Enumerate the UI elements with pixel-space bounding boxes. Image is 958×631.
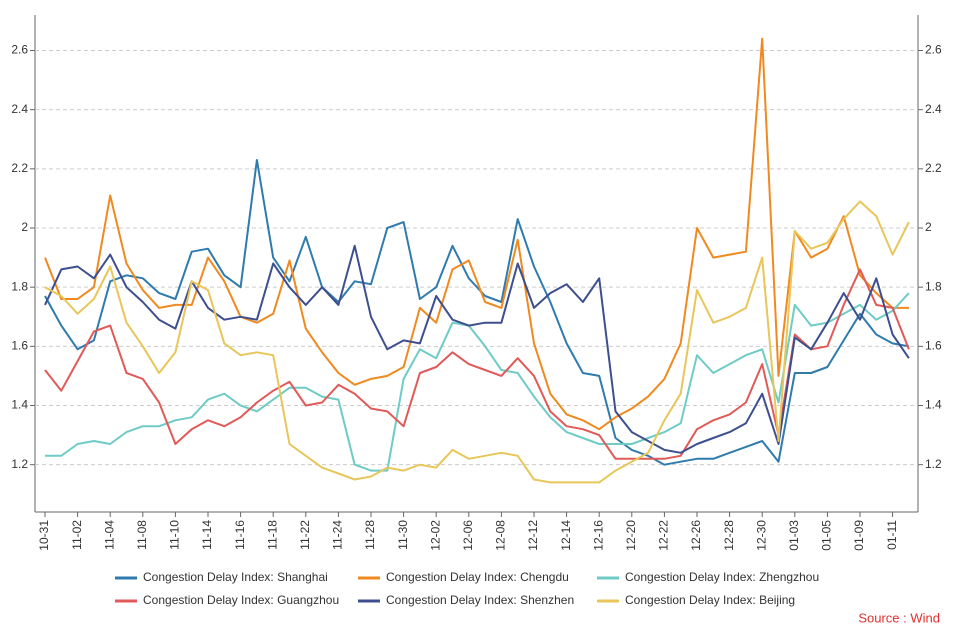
x-tick-label: 12-30 [754,520,768,551]
y2-tick-label: 2.4 [925,102,942,116]
y2-tick-label: 2 [925,220,932,234]
y2-tick-label: 1.6 [925,339,942,353]
legend-label: Congestion Delay Index: Shanghai [143,570,328,584]
x-tick-label: 01-05 [820,520,834,551]
x-tick-label: 12-20 [624,520,638,551]
x-tick-label: 12-06 [461,520,475,551]
x-tick-label: 12-22 [657,520,671,551]
x-tick-label: 12-28 [722,520,736,551]
x-tick-label: 01-03 [787,520,801,551]
y-tick-label: 1.8 [11,279,28,293]
x-tick-label: 01-11 [885,520,899,550]
legend-label: Congestion Delay Index: Shenzhen [386,593,574,607]
x-tick-label: 10-31 [37,520,51,551]
series-line [45,292,910,472]
x-tick-label: 11-18 [265,520,279,550]
y-tick-label: 1.6 [11,339,28,353]
x-tick-label: 11-08 [135,520,149,550]
x-tick-label: 12-08 [494,520,508,551]
series-line [44,268,910,460]
legend-label: Congestion Delay Index: Chengdu [386,570,569,584]
x-tick-label: 01-09 [852,520,866,551]
y-tick-label: 1.4 [11,398,28,412]
x-tick-label: 11-10 [168,520,182,550]
series-line [44,159,910,466]
y2-tick-label: 1.8 [925,279,942,293]
y2-tick-label: 1.2 [925,457,942,471]
x-tick-label: 11-28 [363,520,377,550]
x-tick-label: 11-16 [233,520,247,550]
x-tick-label: 11-02 [70,520,84,550]
x-tick-label: 11-14 [200,520,214,550]
x-tick-label: 11-22 [298,520,312,550]
legend-label: Congestion Delay Index: Guangzhou [143,593,339,607]
x-tick-label: 11-24 [331,520,345,550]
y2-tick-label: 1.4 [925,398,942,412]
x-tick-label: 12-16 [591,520,605,551]
series-line [44,37,909,431]
y-tick-label: 2.4 [11,102,28,116]
y-tick-label: 1.2 [11,457,28,471]
y-tick-label: 2 [21,220,28,234]
y-tick-label: 2.6 [11,43,28,57]
series-line [44,200,910,484]
source-note: Source : Wind [858,610,940,625]
y2-tick-label: 2.6 [925,43,942,57]
x-tick-label: 12-26 [689,520,703,551]
x-tick-label: 12-14 [559,520,573,551]
x-tick-label: 12-02 [428,520,442,551]
y2-tick-label: 2.2 [925,161,942,175]
y-tick-label: 2.2 [11,161,28,175]
x-tick-label: 11-04 [102,520,116,550]
legend-label: Congestion Delay Index: Zhengzhou [625,570,819,584]
legend-label: Congestion Delay Index: Beijing [625,593,795,607]
x-tick-label: 11-30 [396,520,410,550]
x-tick-label: 12-12 [526,520,540,551]
